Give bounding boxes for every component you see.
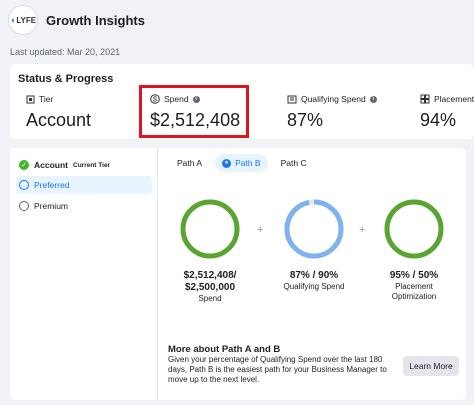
spend-highlight-box (139, 85, 249, 138)
app-header: ◖ LYFE Growth Insights (0, 0, 474, 40)
placement-value: 94% (420, 110, 457, 130)
progress-ring-placement (384, 199, 444, 259)
tier-item-premium[interactable]: Premium (16, 197, 152, 215)
tab-path-b[interactable]: ● Path B (215, 154, 268, 172)
paths-card: ✓ Account Current Tier Preferred Premium… (10, 148, 466, 400)
progress-placement: 95% / 50% Placement Optimization (369, 198, 459, 302)
metric-tier: Tier Account (26, 94, 92, 130)
path-tabs: Path A ● Path B Path C (170, 154, 314, 172)
status-title: Status & Progress (18, 73, 114, 85)
tier-item-account[interactable]: ✓ Account Current Tier (16, 156, 152, 174)
last-updated-text: Last updated: Mar 20, 2021 (10, 47, 121, 57)
spend-value: $2,512,408 (150, 110, 241, 130)
tab-path-c[interactable]: Path C (280, 158, 307, 168)
progress-value: $2,512,408/ $2,500,000 (183, 270, 237, 293)
radio-icon (19, 180, 29, 190)
learn-more-button[interactable]: Learn More (403, 356, 459, 376)
more-about-title: More about Path A and B (168, 344, 281, 355)
progress-qualifying-spend: 87% / 90% Qualifying Spend (269, 198, 359, 292)
building-icon (287, 94, 297, 104)
dollar-icon: $ (150, 94, 160, 104)
tier-value: Account (26, 110, 92, 130)
current-tier-badge: Current Tier (73, 161, 111, 169)
info-icon[interactable]: i (192, 95, 200, 103)
progress-spend: $2,512,408/ $2,500,000 Spend (165, 198, 255, 304)
svg-text:$: $ (153, 96, 157, 103)
selected-dot-icon: ● (222, 158, 232, 168)
progress-ring-spend (180, 199, 240, 259)
lyfe-logo: ◖ LYFE (8, 5, 38, 35)
qualifying-spend-value: 87% (287, 110, 324, 130)
placement-grid-icon (420, 94, 430, 104)
plus-icon: + (257, 224, 264, 236)
metric-spend: $ Spend i $2,512,408 (150, 94, 241, 130)
status-progress-card: Status & Progress Tier Account $ Spend i… (10, 64, 474, 139)
more-about-text: Given your percentage of Qualifying Spen… (168, 355, 387, 384)
info-icon[interactable]: i (369, 95, 377, 103)
radio-icon (19, 201, 29, 211)
progress-value: 87% / 90% (289, 270, 339, 281)
progress-label: Placement Optimization (391, 282, 437, 301)
progress-label: Spend (198, 294, 222, 303)
page-title: Growth Insights (46, 12, 145, 28)
tier-item-preferred[interactable]: Preferred (16, 176, 152, 194)
checkmark-icon: ✓ (19, 160, 29, 170)
metric-placement: Placement 94% (420, 94, 474, 130)
tier-icon (26, 95, 35, 104)
metric-qualifying-spend: Qualifying Spend i 87% (287, 94, 377, 131)
progress-value: 95% / 50% (389, 270, 439, 281)
progress-label: Qualifying Spend (283, 282, 345, 291)
tier-list: ✓ Account Current Tier Preferred Premium (10, 148, 158, 400)
plus-icon: + (359, 224, 366, 236)
progress-ring-qualifying (284, 199, 344, 259)
tab-path-a[interactable]: Path A (177, 158, 203, 168)
